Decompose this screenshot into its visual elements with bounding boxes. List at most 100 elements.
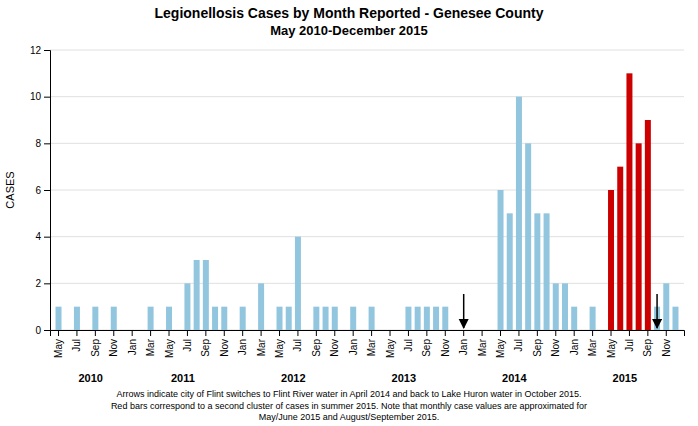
bar bbox=[258, 283, 264, 330]
x-tick-mark bbox=[353, 330, 354, 336]
x-tick-mark bbox=[76, 330, 77, 336]
x-tick: Nov bbox=[661, 330, 672, 357]
bar bbox=[645, 120, 651, 330]
bar bbox=[405, 307, 411, 330]
x-tick-mark bbox=[408, 330, 409, 336]
year-label: 2010 bbox=[79, 372, 103, 384]
y-tick: 8 bbox=[35, 138, 50, 149]
bar bbox=[92, 307, 98, 330]
bar bbox=[442, 307, 448, 330]
bar bbox=[672, 307, 678, 330]
y-tick-label: 0 bbox=[35, 325, 41, 336]
x-tick-label: Nov bbox=[440, 339, 451, 357]
year-label: 2012 bbox=[281, 372, 305, 384]
year-label: 2013 bbox=[392, 372, 416, 384]
y-tick: 10 bbox=[30, 91, 50, 102]
bar bbox=[277, 307, 283, 330]
x-tick-label: Mar bbox=[366, 338, 377, 356]
chart: May Jul Sep Nov Jan Mar May Jul Sep Nov Jan Mar May J… bbox=[0, 0, 698, 426]
bar bbox=[56, 307, 62, 330]
bar bbox=[148, 307, 154, 330]
bar bbox=[203, 260, 209, 330]
x-tick: May bbox=[385, 330, 396, 358]
x-tick-mark bbox=[666, 330, 667, 336]
x-tick: Sep bbox=[421, 330, 432, 357]
bar bbox=[424, 307, 430, 330]
x-tick: Mar bbox=[256, 330, 267, 356]
y-tick: 0 bbox=[35, 325, 50, 336]
x-tick-label: May bbox=[606, 339, 617, 358]
bar bbox=[608, 190, 614, 330]
x-tick-label: Nov bbox=[329, 339, 340, 357]
x-tick: Sep bbox=[90, 330, 101, 357]
x-tick-label: Sep bbox=[532, 339, 543, 357]
y-tick-label: 10 bbox=[30, 91, 42, 102]
x-tick-label: Jul bbox=[292, 339, 303, 352]
year-label: 2015 bbox=[613, 372, 637, 384]
x-tick-mark bbox=[150, 330, 151, 336]
x-tick-label: Nov bbox=[550, 339, 561, 357]
x-tick-label: Mar bbox=[587, 338, 598, 356]
arrow bbox=[656, 294, 658, 328]
x-tick-mark bbox=[169, 330, 170, 336]
x-tick: Jul bbox=[292, 330, 303, 352]
x-tick-mark bbox=[261, 330, 262, 336]
x-tick: Jul bbox=[624, 330, 635, 352]
bar bbox=[350, 307, 356, 330]
x-tick: Mar bbox=[477, 330, 488, 356]
x-tick-mark bbox=[426, 330, 427, 336]
caption: Arrows indicate city of Flint switches t… bbox=[111, 389, 587, 422]
grid-line bbox=[50, 236, 684, 237]
x-tick-mark bbox=[297, 330, 298, 336]
bar bbox=[369, 307, 375, 330]
y-tick-label: 4 bbox=[35, 231, 41, 242]
x-tick-label: Nov bbox=[219, 339, 230, 357]
bar bbox=[415, 307, 421, 330]
bar bbox=[194, 260, 200, 330]
x-axis: May Jul Sep Nov Jan Mar May Jul Sep Nov Jan Mar May J… bbox=[51, 330, 685, 358]
bar bbox=[507, 213, 513, 330]
bar bbox=[313, 307, 319, 330]
x-tick: Nov bbox=[219, 330, 230, 357]
x-tick-label: May bbox=[385, 339, 396, 358]
x-tick-mark bbox=[242, 330, 243, 336]
x-tick-label: Jan bbox=[237, 339, 248, 355]
x-tick-label: Sep bbox=[311, 339, 322, 357]
year-label: 2011 bbox=[171, 372, 195, 384]
x-tick-mark bbox=[371, 330, 372, 336]
y-tick: 2 bbox=[35, 278, 50, 289]
x-tick: May bbox=[274, 330, 285, 358]
y-axis-line bbox=[44, 51, 51, 331]
x-tick-label: May bbox=[495, 339, 506, 358]
x-tick-label: Jul bbox=[513, 339, 524, 352]
x-tick-mark bbox=[224, 330, 225, 336]
y-tick-mark bbox=[44, 97, 50, 98]
caption-line: Arrows indicate city of Flint switches t… bbox=[116, 389, 581, 399]
bar bbox=[221, 307, 227, 330]
x-tick: Jul bbox=[403, 330, 414, 352]
bar bbox=[111, 307, 117, 330]
x-tick-mark bbox=[132, 330, 133, 336]
x-tick: Sep bbox=[532, 330, 543, 357]
bar bbox=[516, 97, 522, 330]
grid bbox=[50, 50, 684, 330]
x-tick: Jan bbox=[127, 330, 138, 355]
x-tick-label: Sep bbox=[200, 339, 211, 357]
x-tick: Jan bbox=[237, 330, 248, 355]
bar bbox=[617, 167, 623, 330]
bar bbox=[534, 213, 540, 330]
grid-line bbox=[50, 96, 684, 97]
plot-area bbox=[56, 73, 679, 330]
y-tick-mark bbox=[44, 330, 50, 331]
bar bbox=[461, 330, 467, 331]
arrow bbox=[463, 294, 465, 328]
x-tick-label: Jul bbox=[624, 339, 635, 352]
y-tick: 12 bbox=[30, 45, 50, 56]
x-tick-label: May bbox=[274, 339, 285, 358]
y-tick-mark bbox=[44, 143, 50, 144]
x-tick: Nov bbox=[550, 330, 561, 357]
bar bbox=[295, 237, 301, 330]
x-tick: Sep bbox=[642, 330, 653, 357]
x-tick: May bbox=[53, 330, 64, 358]
bar bbox=[74, 307, 80, 330]
